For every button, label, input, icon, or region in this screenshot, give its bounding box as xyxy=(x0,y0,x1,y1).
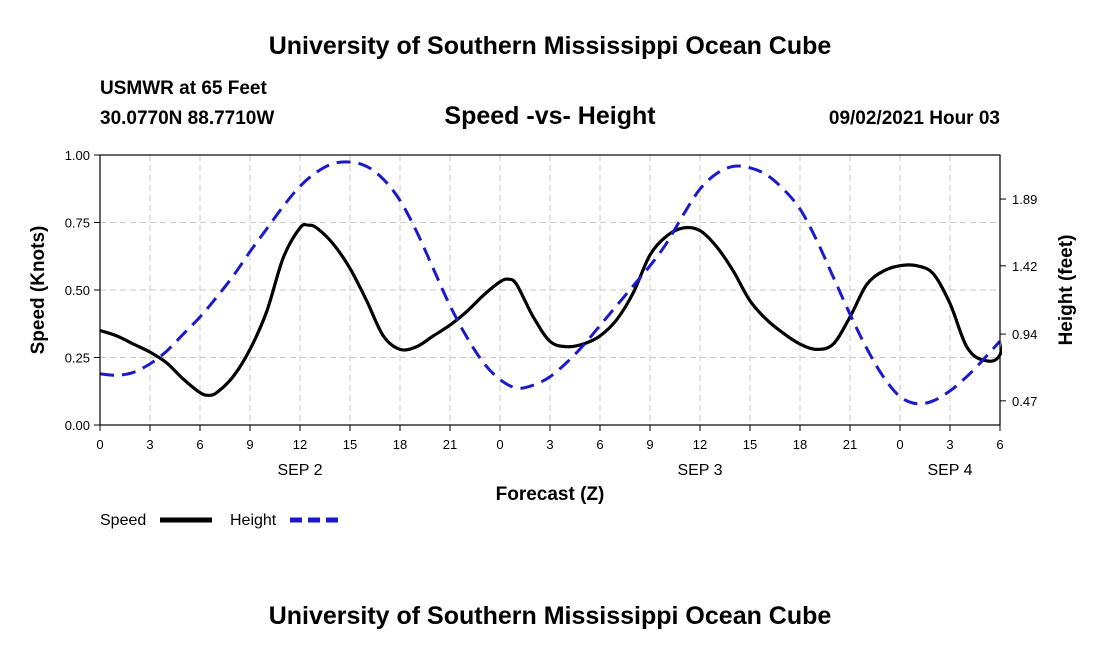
y-tick-label: 0.00 xyxy=(65,418,90,433)
y-tick-label: 0.25 xyxy=(65,351,90,366)
x-axis-label: Forecast (Z) xyxy=(496,484,605,505)
x-tick-label: 9 xyxy=(246,437,253,452)
axis-ticks: 0 3 6 9 12 15 18 21 0 3 6 9 12 15 18 21 0 3 6 SEP 2 SEP 3 SEP… xyxy=(65,148,1038,479)
y-axis-label: Speed (Knots) xyxy=(28,226,49,355)
grid-lines xyxy=(99,155,1001,425)
location-label: 30.0770N 88.7710W xyxy=(100,108,274,129)
y2-tick-label: 1.89 xyxy=(1012,192,1037,207)
x-tick-label: 15 xyxy=(743,437,757,452)
x-tick-label: 6 xyxy=(596,437,603,452)
speed-series-line xyxy=(99,222,1002,397)
y-tick-label: 1.00 xyxy=(65,148,90,163)
x-tick-label: 21 xyxy=(443,437,457,452)
x-tick-label: 6 xyxy=(996,437,1003,452)
x-tick-label: 18 xyxy=(393,437,407,452)
legend-speed-label: Speed xyxy=(100,512,146,529)
station-label: USMWR at 65 Feet xyxy=(100,78,267,99)
x-tick-label: 18 xyxy=(793,437,807,452)
x-tick-label: 21 xyxy=(843,437,857,452)
footer-title: University of Southern Mississippi Ocean… xyxy=(269,602,832,630)
x-tick-label: 3 xyxy=(146,437,153,452)
x-tick-label: 0 xyxy=(496,437,503,452)
x-tick-label: 12 xyxy=(293,437,307,452)
x-tick-label: 12 xyxy=(693,437,707,452)
x-tick-label: 3 xyxy=(546,437,553,452)
day-label: SEP 4 xyxy=(927,462,972,479)
main-title: University of Southern Mississippi Ocean… xyxy=(269,32,832,60)
height-series-line xyxy=(99,160,1002,406)
x-tick-label: 0 xyxy=(896,437,903,452)
chart-title: Speed -vs- Height xyxy=(444,102,656,130)
y2-tick-label: 1.42 xyxy=(1012,259,1037,274)
series-layer xyxy=(99,160,1002,406)
y-tick-label: 0.75 xyxy=(65,216,90,231)
y2-tick-label: 0.94 xyxy=(1012,327,1037,342)
x-tick-label: 6 xyxy=(196,437,203,452)
x-tick-label: 15 xyxy=(343,437,357,452)
datetime-label: 09/02/2021 Hour 03 xyxy=(829,108,1000,129)
x-tick-label: 9 xyxy=(646,437,653,452)
y-tick-label: 0.50 xyxy=(65,283,90,298)
legend-height-label: Height xyxy=(230,512,277,529)
x-tick-label: 0 xyxy=(96,437,103,452)
y2-tick-label: 0.47 xyxy=(1012,394,1037,409)
y2-axis-label: Height (feet) xyxy=(1056,235,1077,346)
x-tick-label: 3 xyxy=(946,437,953,452)
day-label: SEP 3 xyxy=(677,462,722,479)
day-label: SEP 2 xyxy=(277,462,322,479)
legend: Speed Height xyxy=(100,512,342,529)
